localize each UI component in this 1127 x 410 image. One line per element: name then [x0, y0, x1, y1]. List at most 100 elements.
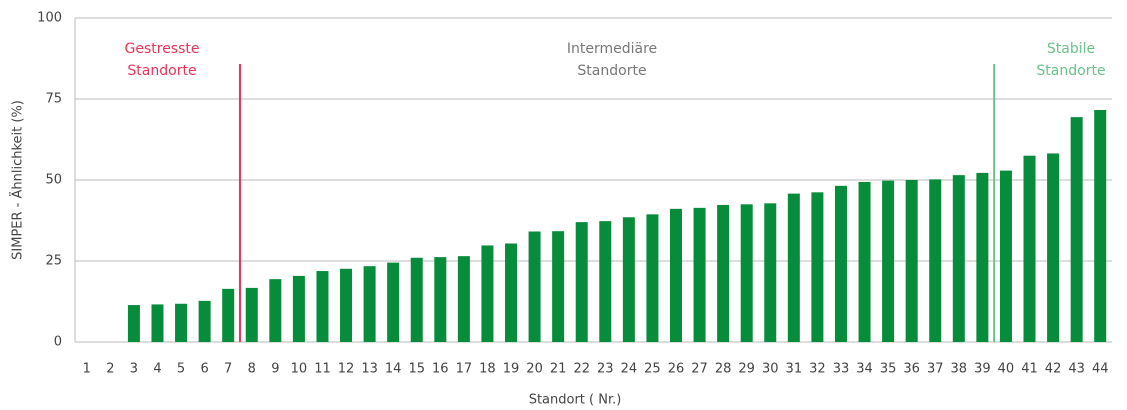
x-tick-label: 27: [691, 362, 708, 377]
bar: [1094, 110, 1107, 343]
x-tick-label: 14: [385, 362, 402, 377]
bar: [198, 300, 211, 342]
x-tick-label: 12: [338, 362, 355, 377]
bar: [222, 288, 235, 342]
x-tick-label: 26: [668, 362, 685, 377]
x-tick-label: 4: [153, 362, 161, 377]
bar: [740, 204, 753, 342]
bar: [363, 266, 376, 342]
bar: [127, 305, 140, 342]
bar: [905, 180, 918, 342]
y-axis-title: SIMPER - Ähnlichkeit (%): [10, 100, 26, 260]
x-tick-label: 16: [432, 362, 449, 377]
x-tick-label: 15: [408, 362, 425, 377]
bar: [717, 204, 730, 342]
bar: [669, 208, 682, 342]
bar: [787, 193, 800, 342]
x-tick-label: 30: [762, 362, 779, 377]
bar: [929, 179, 942, 342]
x-tick-label: 23: [597, 362, 614, 377]
x-tick-label: 32: [809, 362, 826, 377]
group-label: Stabile: [1047, 41, 1095, 57]
bar: [976, 172, 989, 342]
x-tick-label: 24: [621, 362, 638, 377]
x-tick-label: 19: [503, 362, 520, 377]
bar: [575, 222, 588, 342]
bar: [811, 192, 824, 342]
bar: [764, 203, 777, 342]
x-tick-label: 31: [786, 362, 803, 377]
x-tick-label: 6: [200, 362, 208, 377]
x-tick-label: 1: [83, 362, 91, 377]
bar: [457, 256, 470, 342]
x-tick-label: 44: [1092, 362, 1109, 377]
bar: [175, 303, 188, 342]
bar: [552, 231, 565, 342]
bar: [999, 170, 1012, 342]
x-tick-label: 10: [291, 362, 308, 377]
x-tick-label: 36: [903, 362, 920, 377]
bar: [1047, 153, 1060, 342]
x-tick-label: 38: [951, 362, 968, 377]
group-label: Standorte: [1036, 63, 1105, 79]
bar: [882, 180, 895, 342]
bar: [269, 279, 282, 342]
group-label: Gestresste: [125, 41, 200, 57]
bar: [693, 207, 706, 342]
y-tick-label: 100: [37, 11, 62, 26]
group-label: Standorte: [577, 63, 646, 79]
x-tick-label: 39: [974, 362, 991, 377]
bar: [952, 175, 965, 342]
x-tick-label: 33: [833, 362, 850, 377]
x-tick-label: 9: [271, 362, 279, 377]
y-tick-label: 75: [45, 92, 62, 107]
x-tick-label: 20: [526, 362, 543, 377]
x-tick-label: 42: [1045, 362, 1062, 377]
x-tick-label: 37: [927, 362, 944, 377]
bar: [858, 181, 871, 342]
x-tick-label: 21: [550, 362, 567, 377]
bar: [151, 304, 164, 342]
x-tick-label: 13: [361, 362, 378, 377]
group-label: Intermediäre: [567, 41, 657, 57]
x-tick-label: 11: [314, 362, 331, 377]
y-tick-label: 25: [45, 254, 62, 269]
bar: [340, 268, 353, 342]
bar: [434, 257, 447, 342]
x-tick-label: 25: [644, 362, 661, 377]
bar: [481, 245, 494, 342]
x-tick-label: 7: [224, 362, 232, 377]
x-tick-label: 34: [856, 362, 873, 377]
x-tick-label: 3: [130, 362, 138, 377]
y-tick-label: 0: [54, 335, 62, 350]
x-axis-title: Standort ( Nr.): [529, 393, 622, 408]
x-tick-label: 17: [456, 362, 473, 377]
bar: [599, 221, 612, 342]
bar: [245, 287, 258, 342]
y-tick-label: 50: [45, 173, 62, 188]
x-tick-label: 2: [106, 362, 114, 377]
bar: [505, 243, 518, 342]
x-tick-label: 29: [738, 362, 755, 377]
bar: [316, 271, 329, 342]
bar: [387, 262, 400, 342]
x-tick-label: 35: [880, 362, 897, 377]
x-tick-label: 22: [573, 362, 590, 377]
x-tick-label: 28: [715, 362, 732, 377]
x-tick-label: 40: [998, 362, 1015, 377]
x-tick-label: 8: [248, 362, 256, 377]
x-tick-label: 43: [1068, 362, 1085, 377]
bar: [410, 257, 423, 342]
bar: [646, 214, 659, 342]
bar: [1070, 117, 1083, 342]
x-tick-label: 5: [177, 362, 185, 377]
bar: [292, 275, 305, 342]
bar: [834, 185, 847, 342]
bar: [1023, 155, 1036, 342]
bar: [622, 217, 635, 342]
x-tick-label: 41: [1021, 362, 1038, 377]
bar: [528, 231, 541, 342]
group-label: Standorte: [127, 63, 196, 79]
x-tick-label: 18: [479, 362, 496, 377]
